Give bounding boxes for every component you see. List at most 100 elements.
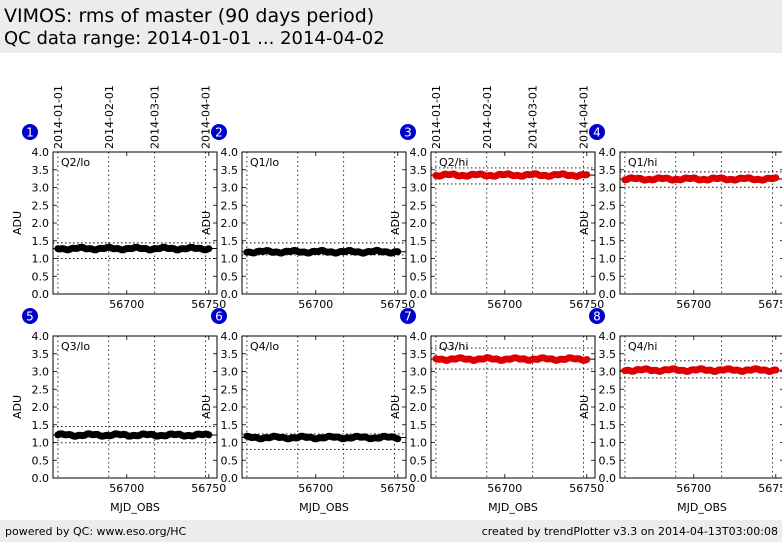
y-tick-label: 1.0 <box>599 437 617 450</box>
y-tick-label: 3.0 <box>32 182 50 195</box>
y-tick-label: 0.0 <box>599 472 617 485</box>
y-tick-label: 2.5 <box>410 199 428 212</box>
data-point <box>583 356 591 363</box>
data-point <box>772 174 780 182</box>
x-tick-label: 56700 <box>109 298 144 311</box>
y-tick-label: 0.5 <box>599 270 617 283</box>
y-tick-label: 3.0 <box>32 366 50 379</box>
data-point <box>394 435 402 443</box>
x-tick-label: 56700 <box>676 298 711 311</box>
y-tick-label: 2.0 <box>410 401 428 414</box>
panel-label: Q4/hi <box>628 340 657 353</box>
x-axis-label: MJD_OBS <box>677 501 727 514</box>
panel-6: 0.0 0.5 1.0 1.5 2.0 2.5 3.0 3.5 4.0 56700 56750 ADU… <box>200 308 415 514</box>
panel-number: 6 <box>215 310 223 324</box>
y-tick-label: 2.5 <box>599 199 617 212</box>
plot-frame <box>619 335 782 479</box>
y-tick-label: 3.5 <box>410 348 428 361</box>
panel-number: 4 <box>593 126 601 140</box>
panel-label: Q2/hi <box>439 156 468 169</box>
y-tick-label: 3.0 <box>221 182 239 195</box>
y-tick-label: 0.5 <box>410 270 428 283</box>
y-tick-label: 1.5 <box>221 235 239 248</box>
date-tick-label: 2014-04-01 <box>578 85 591 149</box>
y-tick-label: 0.0 <box>32 288 50 301</box>
data-point <box>772 366 780 374</box>
footer-created: created by trendPlotter v3.3 on 2014-04-… <box>481 525 778 538</box>
y-tick-label: 2.0 <box>221 401 239 414</box>
data-point <box>583 171 591 179</box>
y-tick-label: 3.5 <box>410 164 428 177</box>
data-point <box>394 248 402 256</box>
y-axis-label: ADU <box>389 395 402 419</box>
panel-number-badge <box>211 124 227 140</box>
y-tick-label: 1.5 <box>410 235 428 248</box>
y-tick-label: 0.0 <box>221 288 239 301</box>
y-tick-label: 4.0 <box>410 330 428 343</box>
plots-area: 0.0 0.5 1.0 1.5 2.0 2.5 3.0 3.5 4.0 56700 56750 ADU… <box>11 85 782 514</box>
x-axis-label: MJD_OBS <box>299 501 349 514</box>
date-tick-label: 2014-02-01 <box>481 85 494 149</box>
x-tick-label: 56750 <box>380 482 415 495</box>
y-tick-label: 1.0 <box>32 253 50 266</box>
y-tick-label: 1.0 <box>32 437 50 450</box>
panel-number: 5 <box>26 310 34 324</box>
y-tick-label: 2.5 <box>32 383 50 396</box>
date-tick-label: 2014-01-01 <box>430 85 443 149</box>
y-tick-label: 4.0 <box>32 146 50 159</box>
panel-number-badge <box>400 124 416 140</box>
y-tick-label: 3.5 <box>32 348 50 361</box>
date-tick-label: 2014-03-01 <box>149 85 162 149</box>
x-tick-label: 56750 <box>758 482 782 495</box>
y-tick-label: 1.5 <box>32 235 50 248</box>
data-point <box>205 431 213 439</box>
y-tick-label: 2.0 <box>599 217 617 230</box>
y-tick-label: 3.5 <box>32 164 50 177</box>
y-tick-label: 0.5 <box>410 454 428 467</box>
y-tick-label: 2.5 <box>410 383 428 396</box>
y-tick-label: 4.0 <box>221 330 239 343</box>
y-tick-label: 1.0 <box>410 437 428 450</box>
y-tick-label: 4.0 <box>221 146 239 159</box>
panel-label: Q4/lo <box>250 340 279 353</box>
y-tick-label: 3.5 <box>221 348 239 361</box>
y-axis-label: ADU <box>200 395 213 419</box>
date-tick-label: 2014-04-01 <box>200 85 213 149</box>
y-axis-label: ADU <box>11 395 24 419</box>
panel-label: Q3/lo <box>61 340 90 353</box>
y-tick-label: 4.0 <box>32 330 50 343</box>
y-tick-label: 0.5 <box>32 270 50 283</box>
y-tick-label: 1.5 <box>599 235 617 248</box>
y-tick-label: 0.0 <box>410 472 428 485</box>
y-tick-label: 1.5 <box>410 419 428 432</box>
y-tick-label: 3.0 <box>410 182 428 195</box>
y-tick-label: 2.0 <box>221 217 239 230</box>
y-tick-label: 1.0 <box>221 437 239 450</box>
y-tick-label: 3.0 <box>599 182 617 195</box>
x-tick-label: 56700 <box>109 482 144 495</box>
plot-frame <box>241 151 407 295</box>
y-tick-label: 0.0 <box>32 472 50 485</box>
panel-4: 0.0 0.5 1.0 1.5 2.0 2.5 3.0 3.5 4.0 56700 56750 ADU… <box>578 124 782 311</box>
date-tick-label: 2014-02-01 <box>103 85 116 149</box>
x-tick-label: 56700 <box>298 298 333 311</box>
panel-8: 0.0 0.5 1.0 1.5 2.0 2.5 3.0 3.5 4.0 56700 56750 ADU… <box>578 308 782 514</box>
y-tick-label: 2.5 <box>599 383 617 396</box>
x-tick-label: 56700 <box>487 482 522 495</box>
plot-frame <box>241 335 407 479</box>
footer-credit: powered by QC: www.eso.org/HC <box>5 525 187 538</box>
page-title: VIMOS: rms of master (90 days period) <box>4 5 375 27</box>
panel-number: 2 <box>215 126 223 140</box>
y-tick-label: 4.0 <box>599 146 617 159</box>
x-axis-label: MJD_OBS <box>110 501 160 514</box>
y-tick-label: 0.5 <box>32 454 50 467</box>
panel-number-badge <box>211 308 227 324</box>
date-tick-label: 2014-03-01 <box>527 85 540 149</box>
x-tick-label: 56700 <box>487 298 522 311</box>
y-tick-label: 1.5 <box>32 419 50 432</box>
y-tick-label: 0.5 <box>599 454 617 467</box>
panel-1: 0.0 0.5 1.0 1.5 2.0 2.5 3.0 3.5 4.0 56700 56750 ADU… <box>11 85 226 311</box>
y-tick-label: 2.0 <box>32 401 50 414</box>
panel-number-badge <box>589 308 605 324</box>
panel-number-badge <box>400 308 416 324</box>
